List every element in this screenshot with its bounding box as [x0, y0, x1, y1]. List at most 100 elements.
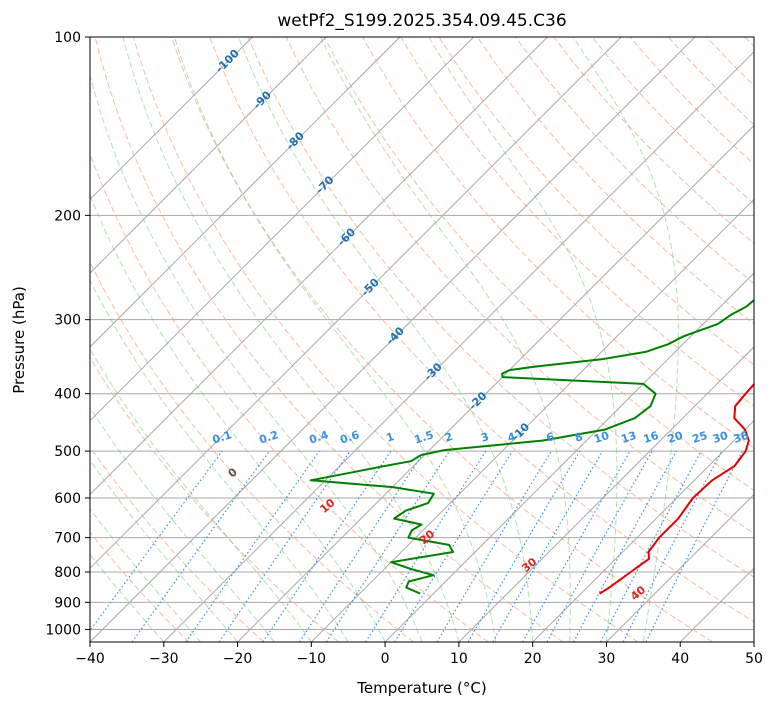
- isotherm: [90, 37, 622, 569]
- dry-adiabat: [90, 446, 265, 642]
- mixing-ratio-line: [645, 450, 744, 642]
- plot-area: -100-90-80-70-60-50-40-30-20-100.1 0.2 0.4…: [90, 37, 754, 642]
- mixing-ratio-line: [131, 450, 270, 642]
- mixing-ratio-line: [394, 450, 513, 642]
- dry-adiabat: [476, 37, 754, 325]
- mixing-ratio-label: 3: [479, 430, 490, 445]
- mixing-ratio-line: [572, 450, 677, 642]
- dry-adiabat: [515, 37, 754, 285]
- mixing-ratio-line: [522, 450, 631, 642]
- mixing-ratio-label: 4: [506, 430, 518, 445]
- sounding-profiles: [309, 298, 754, 595]
- moist-adiabat: [90, 508, 202, 642]
- x-tick-label: 10: [450, 651, 468, 667]
- moist-adiabat: [90, 459, 238, 642]
- x-tick-label: 50: [745, 651, 763, 667]
- mixing-ratio-line: [325, 450, 450, 642]
- x-tick-label: −20: [223, 651, 253, 667]
- y-tick-label: 800: [54, 565, 81, 581]
- moist-adiabat: [173, 37, 497, 642]
- isotherm: [90, 37, 253, 201]
- dry-adiabat: [132, 37, 639, 642]
- x-tick-label: 40: [671, 651, 689, 667]
- mixing-ratio-label: 0.1: [211, 428, 234, 446]
- moist-adiabat: [90, 73, 423, 642]
- isotherm: [458, 346, 754, 642]
- mixing-ratio-label: 16: [642, 429, 661, 446]
- y-tick-label: 1000: [45, 622, 81, 638]
- dry-adiabat: [90, 356, 339, 642]
- x-tick-label: 20: [524, 651, 542, 667]
- mixing-ratio-lines: [90, 450, 744, 642]
- isotherm: [90, 37, 327, 274]
- mixing-ratio-label: 30: [711, 429, 730, 446]
- moist-adiabat: [90, 193, 386, 642]
- isotherm: [532, 419, 754, 642]
- dry-adiabat: [362, 37, 754, 449]
- y-tick-label: 100: [54, 30, 81, 46]
- mixing-ratio-label: 36: [732, 429, 751, 446]
- mixing-ratio-label: 13: [620, 429, 639, 446]
- mixing-ratio-line: [218, 450, 351, 642]
- y-tick-label: 200: [54, 208, 81, 224]
- isotherm: [606, 493, 754, 642]
- x-tick-label: 30: [598, 651, 616, 667]
- y-axis-label: Pressure (hPa): [10, 286, 28, 394]
- x-tick-label: −40: [75, 651, 105, 667]
- mixing-ratio-label: 0.2: [258, 428, 281, 446]
- mixing-ratio-label: 6: [545, 430, 557, 445]
- y-tick-label: 900: [54, 595, 81, 611]
- dewpoint-profile-line: [309, 298, 754, 595]
- chart-title: wetPf2_S199.2025.354.09.45.C36: [277, 11, 566, 31]
- mixing-ratio-label: 1.5: [413, 428, 436, 446]
- x-tick-label: −10: [297, 651, 327, 667]
- moist-adiabat: [238, 37, 534, 642]
- mixing-ratio-label: 25: [691, 429, 710, 446]
- y-tick-label: 400: [54, 387, 81, 403]
- isotherm: [90, 37, 401, 348]
- mixing-ratio-label: 8: [573, 430, 584, 445]
- mixing-ratio-label: 10: [592, 429, 611, 446]
- moist-adiabat: [90, 347, 312, 642]
- isotherm: [90, 37, 696, 642]
- isotherm: [90, 37, 475, 422]
- mixing-ratio-label: 0.4: [308, 428, 331, 446]
- mixing-ratio-line: [262, 450, 392, 642]
- mixing-ratio-line: [185, 450, 320, 642]
- dry-adiabat: [247, 37, 754, 578]
- moist-adiabat: [90, 406, 275, 642]
- mixing-ratio-label: 20: [666, 429, 685, 446]
- mixing-ratio-line: [299, 450, 426, 642]
- y-axis-ticks: 100 200 300 400 500 600 700 800 900 1000: [45, 30, 90, 638]
- y-tick-label: 300: [54, 313, 81, 329]
- mixing-ratio-label: 1: [385, 430, 396, 445]
- plot-frame: [89, 36, 755, 643]
- isotherm: [163, 51, 754, 642]
- mixing-ratio-line: [546, 450, 653, 642]
- isotherm: [384, 272, 754, 642]
- mixing-ratio-label: 0.6: [338, 428, 361, 446]
- dry-adiabat: [90, 531, 190, 642]
- y-tick-label: 700: [54, 531, 81, 547]
- mixing-ratio-label: 2: [443, 430, 454, 445]
- isotherms: [90, 37, 754, 642]
- dry-adiabat: [90, 152, 489, 642]
- x-tick-label: −30: [149, 651, 179, 667]
- dry-adiabat: [94, 37, 564, 642]
- x-tick-label: 0: [381, 651, 390, 667]
- isotherm: [90, 37, 548, 496]
- dry-adiabat: [209, 37, 754, 623]
- moist-adiabat: [320, 37, 571, 642]
- temperature-profile-line: [598, 382, 754, 595]
- x-axis-label: Temperature (°C): [356, 679, 486, 697]
- y-tick-label: 600: [54, 491, 81, 507]
- dry-adiabat: [400, 37, 754, 407]
- mixing-ratio-line: [90, 450, 223, 632]
- moist-adiabat: [428, 37, 618, 642]
- x-axis-ticks: −40 −30 −20 −10 0 10 20 30 40 50: [75, 642, 763, 667]
- moist-adiabat: [572, 37, 679, 642]
- moist-adiabat: [90, 554, 165, 642]
- isotherm: [310, 198, 754, 642]
